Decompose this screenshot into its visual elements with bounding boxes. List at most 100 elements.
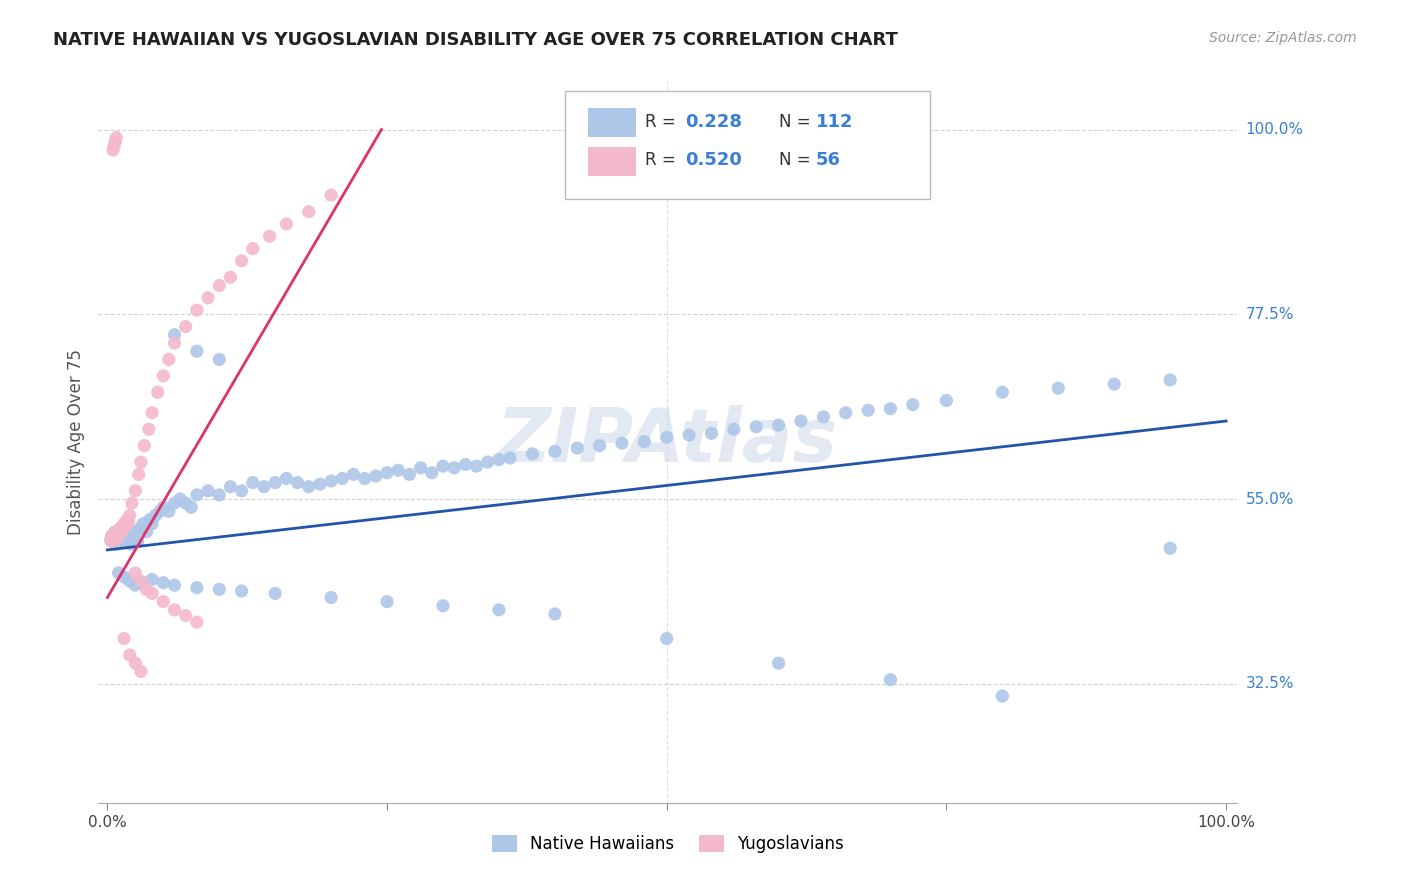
Point bbox=[157, 504, 180, 518]
Point bbox=[111, 524, 134, 539]
Point bbox=[101, 143, 124, 157]
Point bbox=[121, 524, 143, 539]
Text: N =: N = bbox=[779, 113, 817, 131]
Point bbox=[112, 521, 135, 535]
Point bbox=[330, 471, 353, 485]
Point bbox=[364, 469, 387, 483]
Point bbox=[163, 578, 186, 592]
Point bbox=[298, 204, 321, 219]
Point bbox=[242, 242, 264, 256]
Point bbox=[1159, 373, 1181, 387]
Point bbox=[104, 135, 127, 149]
Point bbox=[163, 336, 186, 351]
Point bbox=[163, 496, 186, 510]
Point bbox=[112, 531, 135, 545]
Text: R =: R = bbox=[645, 151, 681, 169]
Point bbox=[112, 570, 135, 584]
Point bbox=[264, 475, 287, 490]
FancyBboxPatch shape bbox=[588, 109, 636, 137]
Point bbox=[219, 270, 242, 285]
Point bbox=[139, 512, 162, 526]
Point bbox=[118, 508, 141, 523]
Point bbox=[610, 436, 633, 450]
Point bbox=[132, 516, 155, 531]
Point bbox=[375, 466, 398, 480]
Point bbox=[353, 471, 375, 485]
Point bbox=[157, 352, 180, 367]
Point bbox=[342, 467, 364, 482]
FancyBboxPatch shape bbox=[588, 147, 636, 176]
Point bbox=[111, 534, 134, 549]
Point bbox=[231, 584, 253, 599]
Point bbox=[174, 608, 197, 623]
Point bbox=[186, 488, 208, 502]
Point bbox=[287, 475, 309, 490]
Point bbox=[321, 591, 343, 605]
Point bbox=[141, 516, 163, 531]
Point bbox=[208, 352, 231, 367]
Point bbox=[118, 533, 141, 547]
Text: NATIVE HAWAIIAN VS YUGOSLAVIAN DISABILITY AGE OVER 75 CORRELATION CHART: NATIVE HAWAIIAN VS YUGOSLAVIAN DISABILIT… bbox=[53, 31, 898, 49]
Point bbox=[141, 573, 163, 587]
Point bbox=[835, 406, 858, 420]
Point bbox=[103, 534, 125, 549]
Point bbox=[309, 477, 332, 491]
FancyBboxPatch shape bbox=[565, 91, 929, 200]
Point bbox=[208, 582, 231, 597]
Point bbox=[101, 529, 124, 543]
Point bbox=[633, 434, 655, 449]
Point bbox=[112, 632, 135, 646]
Text: Source: ZipAtlas.com: Source: ZipAtlas.com bbox=[1209, 31, 1357, 45]
Text: 0.228: 0.228 bbox=[685, 113, 742, 131]
Point bbox=[588, 439, 610, 453]
Point bbox=[276, 217, 298, 231]
Point bbox=[117, 512, 139, 526]
Point bbox=[901, 398, 924, 412]
Point bbox=[100, 533, 122, 547]
Point bbox=[124, 483, 146, 498]
Point bbox=[420, 466, 443, 480]
Point bbox=[152, 500, 174, 515]
Point bbox=[655, 632, 678, 646]
Point bbox=[208, 488, 231, 502]
Point bbox=[108, 526, 131, 541]
Point bbox=[115, 518, 138, 533]
Point bbox=[163, 603, 186, 617]
Point bbox=[768, 657, 790, 671]
Point bbox=[129, 665, 152, 679]
Point bbox=[544, 607, 567, 621]
Text: 0.520: 0.520 bbox=[685, 151, 742, 169]
Point bbox=[253, 480, 276, 494]
Point bbox=[129, 574, 152, 588]
Point bbox=[101, 532, 124, 546]
Point bbox=[149, 504, 172, 518]
Text: 55.0%: 55.0% bbox=[1246, 491, 1294, 507]
Point bbox=[700, 426, 723, 441]
Point bbox=[104, 524, 127, 539]
Point bbox=[1102, 377, 1125, 392]
Point bbox=[197, 483, 219, 498]
Point bbox=[152, 575, 174, 590]
Point bbox=[121, 496, 143, 510]
Point bbox=[120, 537, 142, 551]
Point bbox=[107, 566, 129, 580]
Point bbox=[432, 459, 454, 474]
Point bbox=[124, 524, 146, 539]
Point bbox=[104, 524, 127, 539]
Point bbox=[135, 582, 157, 597]
Text: ZIPAtlas: ZIPAtlas bbox=[498, 405, 838, 478]
Point bbox=[231, 253, 253, 268]
Point bbox=[219, 480, 242, 494]
Point bbox=[991, 689, 1014, 703]
Point bbox=[499, 450, 522, 465]
Point bbox=[298, 480, 321, 494]
Point bbox=[398, 467, 420, 482]
Point bbox=[259, 229, 281, 244]
Point bbox=[112, 518, 135, 533]
Point bbox=[655, 430, 678, 444]
Point bbox=[991, 385, 1014, 400]
Point bbox=[105, 527, 128, 541]
Point bbox=[124, 657, 146, 671]
Point bbox=[110, 529, 132, 543]
Point bbox=[129, 521, 152, 535]
